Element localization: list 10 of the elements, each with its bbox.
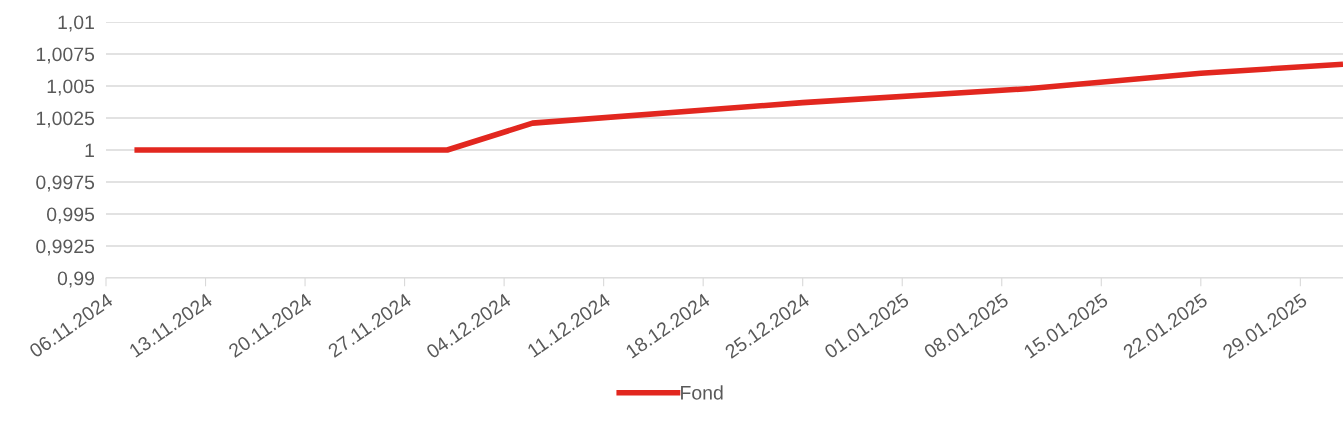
y-tick-label: 1,005 [47, 79, 95, 96]
y-tick-label: 1,0025 [36, 111, 95, 128]
y-tick-label: 1 [85, 143, 94, 158]
y-tick-label: 1,01 [58, 15, 94, 32]
y-tick-label: 0,9925 [36, 239, 95, 256]
y-tick-label: 1,0075 [36, 47, 95, 64]
legend-label: Fond [681, 385, 723, 400]
y-tick-label: 0,9975 [36, 175, 95, 192]
y-tick-label: 0,99 [57, 271, 94, 288]
y-tick-label: 0,995 [46, 207, 95, 224]
